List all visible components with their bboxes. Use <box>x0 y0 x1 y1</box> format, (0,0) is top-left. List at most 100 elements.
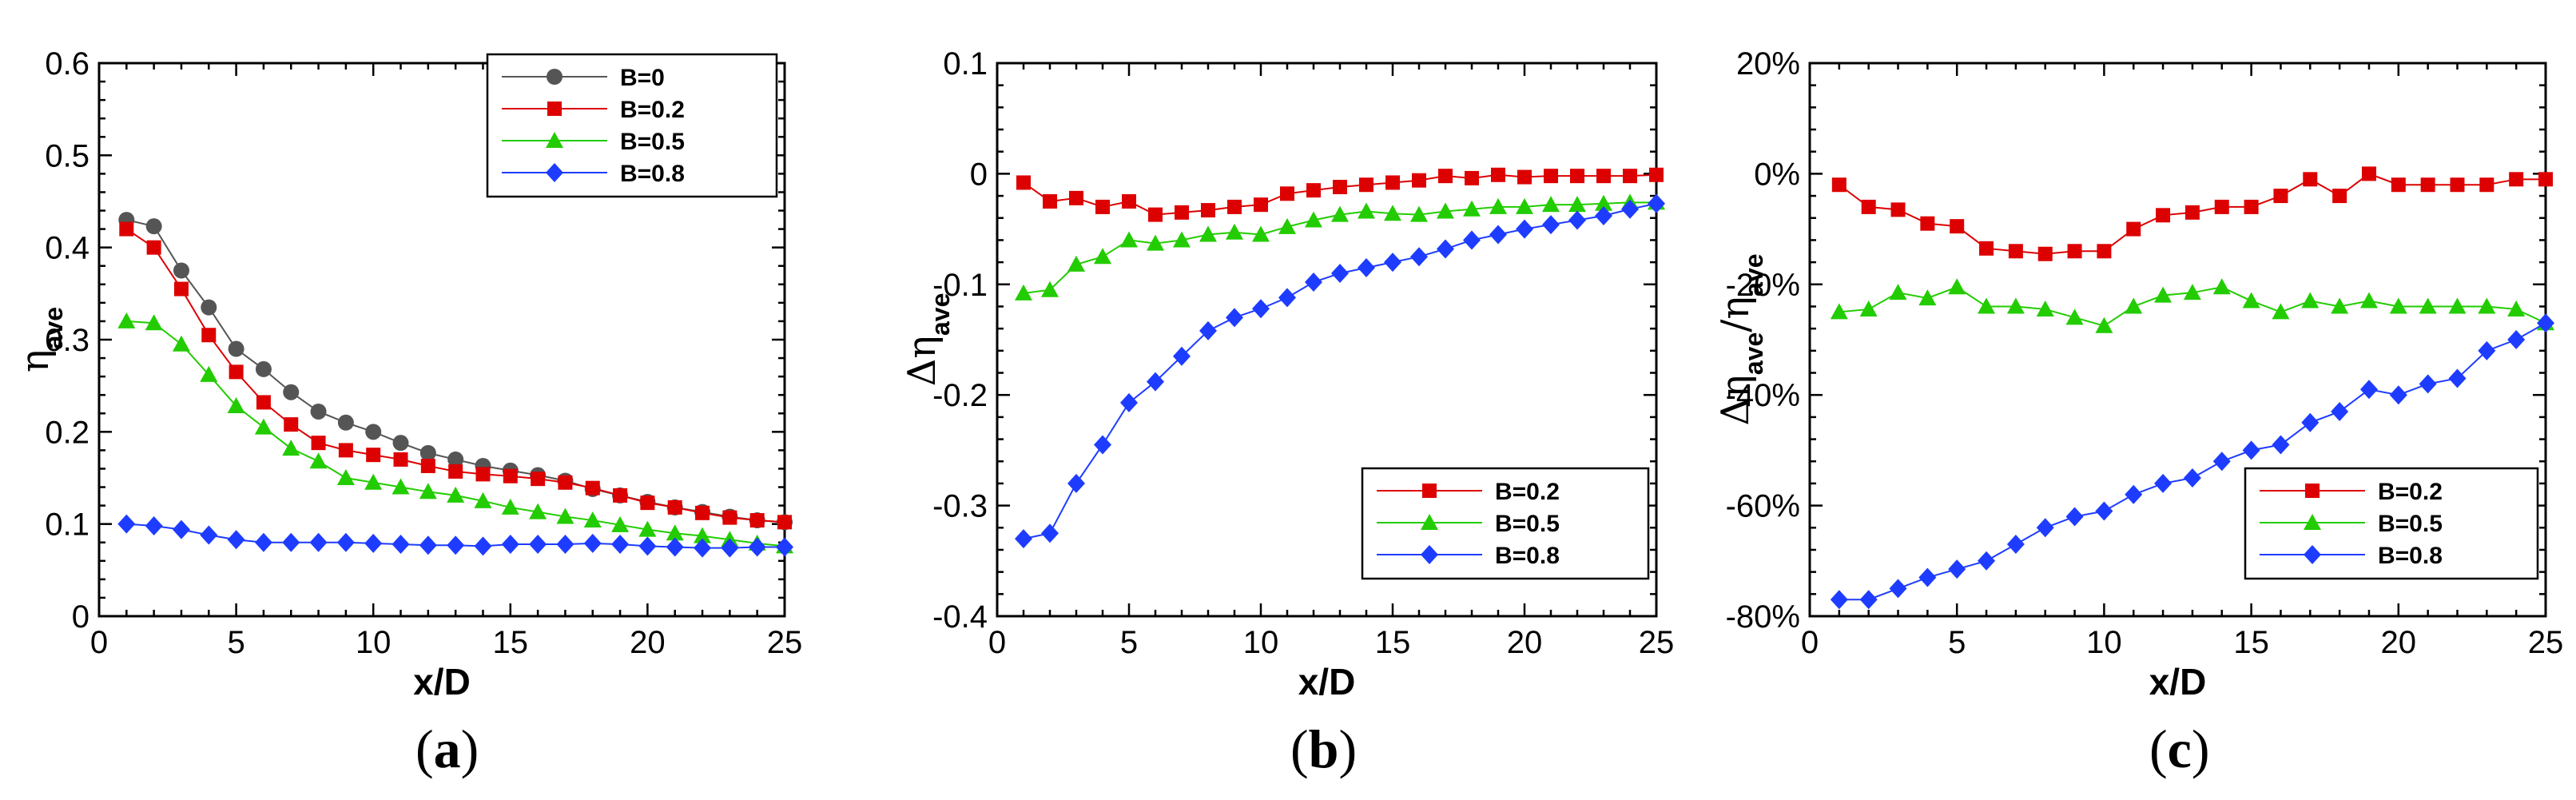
data-point <box>447 451 464 468</box>
x-tick-label: 25 <box>2528 625 2564 660</box>
data-point <box>119 221 134 237</box>
data-point <box>1306 183 1321 198</box>
data-point <box>172 335 190 352</box>
data-point <box>2006 535 2025 555</box>
y-tick-label: 0 <box>72 599 89 635</box>
data-point <box>1384 253 1401 273</box>
data-point <box>2331 297 2349 314</box>
data-point <box>2183 284 2201 300</box>
x-tick-label: 20 <box>630 625 666 660</box>
data-point <box>1920 216 1935 231</box>
data-point <box>776 537 793 557</box>
data-point <box>1595 194 1612 211</box>
data-point <box>310 403 327 420</box>
data-point <box>2537 313 2554 333</box>
data-point <box>447 535 465 555</box>
data-point <box>254 532 272 552</box>
data-point <box>145 314 163 331</box>
data-point <box>1280 186 1294 201</box>
y-tick-label: -20% <box>1726 268 1800 303</box>
y-tick-label: 0.4 <box>45 231 89 266</box>
data-point <box>1094 248 1111 265</box>
legend-marker <box>546 132 563 148</box>
data-point <box>694 538 712 558</box>
data-point <box>1016 175 1031 190</box>
data-point <box>2126 221 2141 237</box>
data-point <box>2272 303 2290 320</box>
data-point <box>638 520 657 537</box>
data-point <box>201 328 217 343</box>
y-tick-label: 0.1 <box>943 46 988 82</box>
data-point <box>1227 199 1242 214</box>
data-point <box>1175 205 1189 220</box>
series-b-0-2 <box>1016 167 1664 222</box>
legend-marker <box>2304 514 2321 530</box>
legend-label: B=0.5 <box>1495 511 1560 537</box>
data-point <box>1305 211 1322 228</box>
data-point <box>1437 202 1454 219</box>
x-tick-label: 0 <box>1801 625 1819 660</box>
data-point <box>2065 507 2084 527</box>
data-point <box>1041 281 1059 297</box>
data-point <box>284 417 299 432</box>
data-point <box>611 535 630 555</box>
data-point <box>2097 244 2112 259</box>
data-point <box>1147 372 1164 392</box>
data-point <box>419 483 437 500</box>
data-point <box>419 444 436 461</box>
y-tick-label: 0.1 <box>45 507 89 543</box>
data-point <box>1861 199 1876 214</box>
data-point <box>311 436 326 451</box>
x-tick-label: 5 <box>227 625 244 660</box>
data-point <box>1438 169 1453 184</box>
data-point <box>475 467 491 482</box>
data-point <box>1950 219 1965 234</box>
data-point <box>1489 197 1507 214</box>
data-point <box>2065 308 2084 325</box>
data-point <box>558 475 573 490</box>
data-point <box>2509 172 2524 187</box>
data-point <box>1226 223 1243 240</box>
legend-label: B=0 <box>620 65 665 91</box>
x-tick-label: 15 <box>1375 625 1411 660</box>
data-point <box>1648 193 1665 213</box>
data-point <box>585 480 600 496</box>
data-point <box>1122 194 1136 209</box>
data-point <box>1385 175 1400 190</box>
x-tick-label: 20 <box>2381 625 2417 660</box>
data-point <box>1649 167 1664 182</box>
data-point <box>2507 330 2526 349</box>
chart-panel-b: 0 5 10 15 20 25 -0.4 -0.3 -0.2 -0.1 0 0.1 x/D Δηave B=… <box>900 46 1674 779</box>
data-point <box>419 535 437 555</box>
data-point <box>2244 199 2259 214</box>
data-point <box>1517 169 1532 185</box>
legend-label: B=0.2 <box>620 97 685 123</box>
data-point <box>1568 196 1586 213</box>
plot-frame <box>996 62 1658 618</box>
data-point <box>1254 197 1268 213</box>
x-tick-label: 0 <box>90 625 108 660</box>
data-point <box>531 472 546 487</box>
data-point <box>1120 231 1138 248</box>
data-point <box>282 440 300 456</box>
data-point <box>200 365 218 382</box>
data-point <box>1491 167 1505 182</box>
x-tick-label: 25 <box>767 625 803 660</box>
y-tick-label: -0.3 <box>932 489 988 524</box>
data-point <box>2331 401 2349 421</box>
legend: B=0 B=0.2 B=0.5 B=0.8 <box>486 53 778 198</box>
data-point <box>2361 166 2376 181</box>
data-point <box>1043 194 1057 209</box>
data-point <box>2008 244 2023 259</box>
data-point <box>1278 288 1296 308</box>
x-tick-label: 10 <box>356 625 392 660</box>
x-tick-label: 0 <box>988 625 1006 660</box>
data-point <box>1948 278 1966 295</box>
data-point <box>1859 590 1878 610</box>
y-tick-label: 0.6 <box>45 46 89 82</box>
x-axis-title: x/D <box>413 661 471 702</box>
data-point <box>1542 196 1560 213</box>
data-point <box>1918 289 1937 306</box>
data-point <box>172 519 190 539</box>
series-b-0-5 <box>1830 278 2554 333</box>
